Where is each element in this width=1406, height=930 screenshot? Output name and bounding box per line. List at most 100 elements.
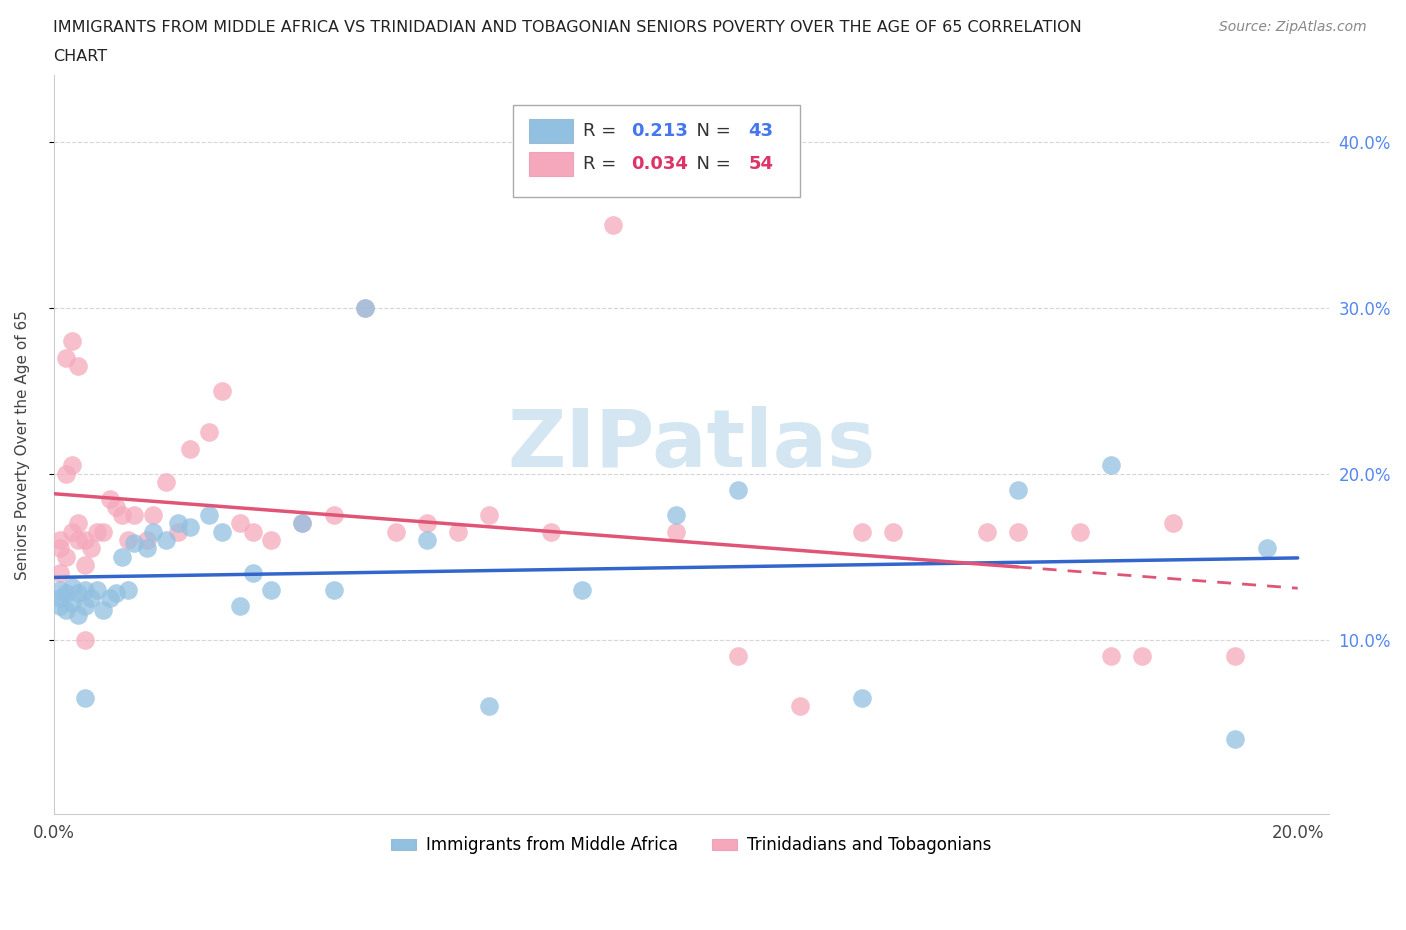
Point [124, 536, 146, 551]
Text: N =: N = [685, 122, 737, 140]
Point [67, 358, 90, 373]
Point [882, 525, 904, 539]
Point [60, 334, 83, 349]
Point [73, 632, 96, 647]
Point [135, 541, 157, 556]
FancyBboxPatch shape [529, 153, 572, 176]
Point [55, 603, 77, 618]
Point [353, 300, 375, 315]
Text: N =: N = [685, 155, 737, 173]
Point [93, 603, 115, 618]
Point [291, 516, 314, 531]
Point [727, 649, 749, 664]
Point [727, 483, 749, 498]
Point [211, 525, 233, 539]
Point [73, 557, 96, 572]
Point [67, 607, 90, 622]
Point [111, 508, 134, 523]
Point [60, 595, 83, 610]
Point [322, 508, 344, 523]
Text: Source: ZipAtlas.com: Source: ZipAtlas.com [1219, 20, 1367, 34]
Point [111, 550, 134, 565]
Point [789, 698, 811, 713]
Point [478, 508, 501, 523]
Point [242, 565, 264, 580]
Point [73, 599, 96, 614]
Point [1256, 541, 1278, 556]
FancyBboxPatch shape [529, 119, 572, 142]
Point [167, 516, 190, 531]
Text: CHART: CHART [53, 49, 107, 64]
Point [540, 525, 562, 539]
Point [67, 586, 90, 601]
Point [73, 690, 96, 705]
Point [1225, 649, 1247, 664]
Point [104, 586, 127, 601]
Point [291, 516, 314, 531]
Point [976, 525, 998, 539]
Point [49, 582, 72, 597]
Point [665, 525, 688, 539]
Point [60, 458, 83, 472]
Point [602, 218, 624, 232]
Point [851, 690, 873, 705]
Point [198, 425, 221, 440]
Point [242, 525, 264, 539]
Point [447, 525, 470, 539]
Point [1007, 525, 1029, 539]
Point [60, 525, 83, 539]
Point [1099, 649, 1122, 664]
Point [93, 525, 115, 539]
Point [1161, 516, 1184, 531]
Point [49, 565, 72, 580]
Point [142, 525, 165, 539]
Text: R =: R = [583, 155, 621, 173]
Point [67, 533, 90, 548]
Text: ZIPatlas: ZIPatlas [508, 405, 876, 484]
Text: 0.213: 0.213 [631, 122, 688, 140]
Point [416, 516, 439, 531]
Legend: Immigrants from Middle Africa, Trinidadians and Tobagonians: Immigrants from Middle Africa, Trinidadi… [385, 830, 998, 861]
Point [55, 350, 77, 365]
Text: IMMIGRANTS FROM MIDDLE AFRICA VS TRINIDADIAN AND TOBAGONIAN SENIORS POVERTY OVER: IMMIGRANTS FROM MIDDLE AFRICA VS TRINIDA… [53, 20, 1083, 35]
Point [179, 442, 201, 457]
Point [55, 466, 77, 481]
Point [60, 579, 83, 594]
Point [155, 474, 177, 489]
Point [260, 582, 283, 597]
Y-axis label: Seniors Poverty Over the Age of 65: Seniors Poverty Over the Age of 65 [15, 310, 30, 579]
Point [73, 533, 96, 548]
Point [353, 300, 375, 315]
Point [98, 491, 121, 506]
Point [55, 550, 77, 565]
Text: 54: 54 [748, 155, 773, 173]
Point [73, 582, 96, 597]
Point [384, 525, 406, 539]
FancyBboxPatch shape [513, 105, 800, 197]
Point [135, 533, 157, 548]
Point [229, 516, 252, 531]
Point [49, 599, 72, 614]
Text: 0.034: 0.034 [631, 155, 688, 173]
Point [1007, 483, 1029, 498]
Point [124, 508, 146, 523]
Point [665, 508, 688, 523]
Point [179, 519, 201, 534]
Text: 43: 43 [748, 122, 773, 140]
Point [55, 586, 77, 601]
Point [80, 591, 103, 605]
Point [86, 582, 108, 597]
Point [167, 525, 190, 539]
Point [1069, 525, 1091, 539]
Point [49, 533, 72, 548]
Point [571, 582, 593, 597]
Point [198, 508, 221, 523]
Point [260, 533, 283, 548]
Point [49, 591, 72, 605]
Point [322, 582, 344, 597]
Point [155, 533, 177, 548]
Point [104, 499, 127, 514]
Point [416, 533, 439, 548]
Point [117, 582, 139, 597]
Text: R =: R = [583, 122, 621, 140]
